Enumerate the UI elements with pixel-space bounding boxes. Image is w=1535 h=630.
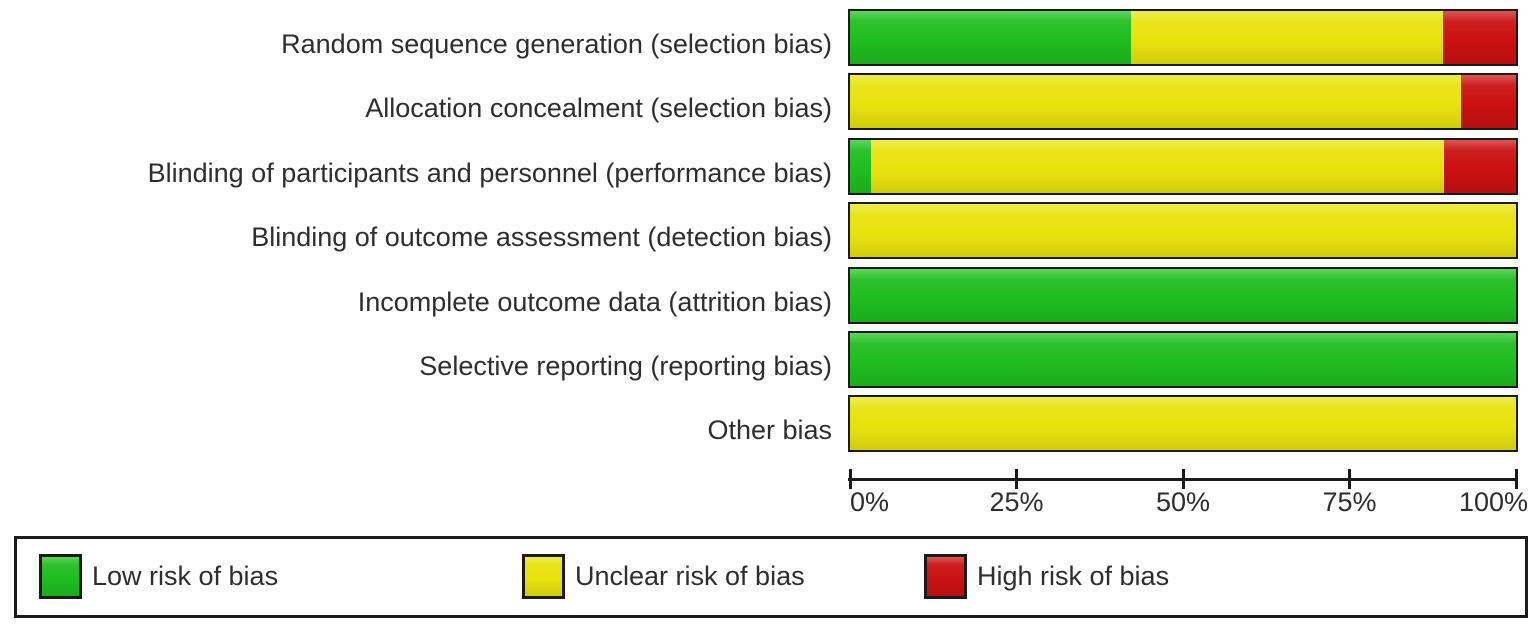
category-label: Selective reporting (reporting bias) [419,350,832,381]
segment-unclear-risk [850,204,1516,258]
bar-rows: Random sequence generation (selection bi… [0,9,1535,460]
segment-unclear-risk [850,397,1516,451]
axis-tick-label: 75% [1322,487,1377,517]
category-label: Blinding of participants and personnel (… [147,157,832,188]
legend-label: Unclear risk of bias [575,561,805,591]
axis-tick-label: 100% [1458,487,1528,517]
chart-row: Selective reporting (reporting bias) [0,330,1535,395]
segment-low-risk [850,11,1132,64]
legend-item-low-risk: Low risk of bias [39,554,278,599]
category-label: Random sequence generation (selection bi… [281,29,832,59]
chart-row: Incomplete outcome data (attrition bias) [0,266,1535,331]
category-label: Incomplete outcome data (attrition bias) [357,286,832,317]
segment-high-risk [1444,139,1516,193]
low-risk-swatch [39,554,82,599]
axis-tick [1348,469,1351,489]
segment-unclear-risk [871,139,1445,193]
chart-row: Random sequence generation (selection bi… [0,9,1535,73]
legend-label: High risk of bias [977,561,1170,591]
axis-tick [1514,469,1518,489]
stacked-bar [848,266,1518,324]
axis-tick [1181,469,1185,489]
legend: Low risk of bias Unclear risk of bias High… [14,536,1528,618]
chart-row: Blinding of outcome assessment (detectio… [0,202,1535,266]
axis-tick-label: 25% [989,487,1044,517]
stacked-bar [848,137,1518,195]
legend-item-high-risk: High risk of bias [924,554,1169,599]
axis-tick [848,469,852,489]
stacked-bar [848,202,1518,260]
legend-item-unclear-risk: Unclear risk of bias [522,554,805,599]
stacked-bar [848,9,1518,66]
category-label: Blinding of outcome assessment (detectio… [251,222,832,253]
chart-row: Allocation concealment (selection bias) [0,73,1535,137]
axis-tick [1015,469,1018,489]
segment-unclear-risk [1131,11,1443,64]
segment-low-risk [850,332,1516,386]
chart-row: Other bias [0,395,1535,459]
chart-row: Blinding of participants and personnel (… [0,137,1535,202]
segment-high-risk [1442,11,1516,64]
x-axis: 0% 25% 50% 75% 100% [848,460,1528,526]
axis-tick-label: 50% [1155,487,1211,517]
segment-low-risk [850,139,872,193]
segment-low-risk [850,268,1516,322]
category-label: Allocation concealment (selection bias) [365,93,832,124]
axis-tick-label: 0% [850,487,890,517]
stacked-bar [848,330,1518,388]
high-risk-swatch [924,554,967,599]
category-label: Other bias [707,415,832,446]
segment-unclear-risk [850,75,1461,129]
legend-label: Low risk of bias [92,561,279,591]
stacked-bar [848,395,1518,453]
unclear-risk-swatch [522,554,565,599]
stacked-bar [848,73,1518,131]
segment-high-risk [1460,75,1516,129]
